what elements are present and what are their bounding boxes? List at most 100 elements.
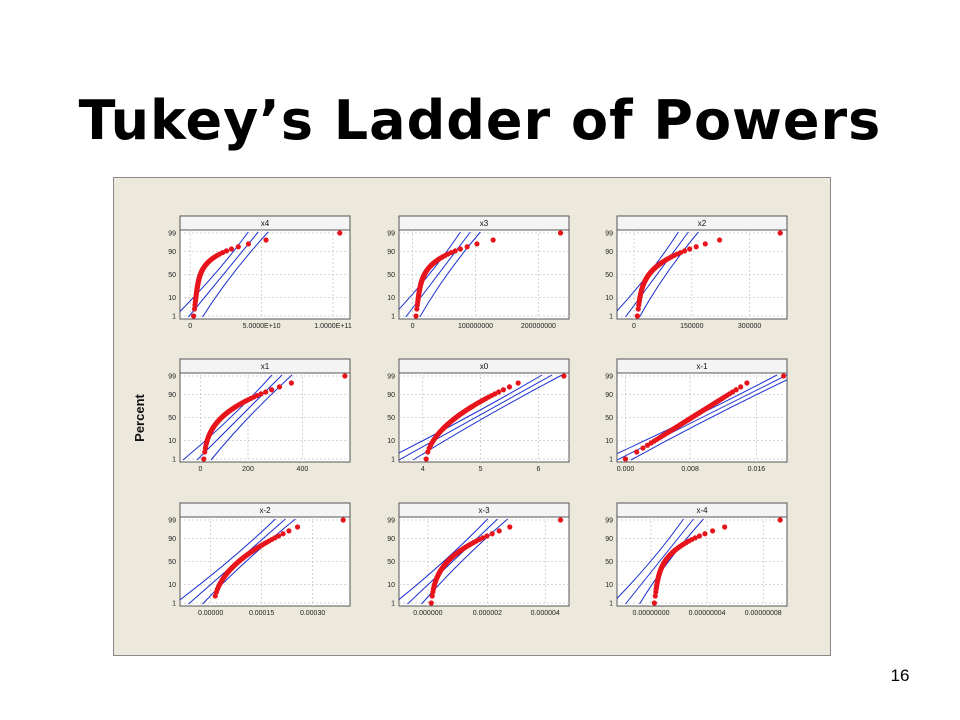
data-point [717,237,723,243]
data-point [223,248,230,254]
data-point [777,517,783,523]
panel-frame [398,215,570,320]
data-point [457,246,463,252]
data-point [696,533,703,539]
fit-line [188,231,259,318]
y-tick-label: 50 [387,272,395,279]
y-tick-label: 50 [605,415,613,422]
panel-title: x4 [261,219,270,228]
y-tick-label: 50 [387,559,395,566]
data-point [276,384,283,390]
panel-header [616,502,788,518]
data-point [464,244,470,250]
data-point [452,248,458,254]
plot-panel-x-4: x-4 1 10 50 90 99 0.00000000 0.00000004 0.000000… [605,502,788,617]
panel-header [398,502,570,518]
plot-panel-x-2: x-2 1 10 50 90 99 0.00000 0.00015 0.00030 [114,502,351,617]
x-tick-label: 200000000 [521,323,556,330]
panel-plot-area [399,230,564,319]
y-tick-label: 10 [605,295,613,302]
y-tick-label: 90 [387,392,395,399]
plot-panel-x-1: x-1 1 10 50 90 99 0.000 0.008 0.016 [605,358,788,473]
data-point [413,313,419,319]
y-tick-label: 1 [391,457,395,464]
data-point [781,373,787,379]
fit-line [399,374,553,461]
y-tick-label: 50 [605,559,613,566]
x-tick-label: 0.00000004 [689,610,726,617]
data-point [114,600,117,605]
plot-panel-x3: x3 1 10 50 90 99 0 100000000 200000000 [387,215,570,330]
panel-frame [616,502,788,607]
confidence-band-upper [210,374,293,461]
data-point [254,392,260,399]
panel-title: x1 [261,362,270,371]
data-point [342,373,348,379]
y-tick-label: 99 [605,518,613,525]
x-tick-label: 400 [297,466,309,473]
panel-plot-area [182,373,348,462]
data-point [202,449,208,455]
panel-title: x-4 [696,506,708,515]
confidence-band-upper [202,231,269,318]
data-point [622,456,629,462]
data-point [490,237,496,243]
plot-panel-x1: x1 1 10 50 90 99 0 200 400 [168,358,351,473]
data-point [258,391,264,397]
panel-frame [179,502,351,607]
panel-header [179,215,351,231]
y-tick-label: 90 [168,249,176,256]
y-tick-label: 10 [387,438,395,445]
data-point [640,445,646,451]
data-point [702,241,708,247]
data-point [557,230,564,236]
data-point [722,524,728,530]
panel-plot-area [114,517,346,605]
fit-line [196,374,283,461]
x-tick-label: 0 [198,466,202,473]
data-point [190,313,197,319]
data-point [515,380,521,386]
data-point [702,531,708,537]
y-tick-label: 1 [609,314,613,321]
y-tick-label: 10 [605,438,613,445]
y-tick-label: 99 [168,231,176,238]
confidence-band-lower [617,518,684,600]
panel-header [179,502,351,518]
x-tick-label: 150000 [680,323,703,330]
panel-title: x2 [698,219,707,228]
panel-header [398,358,570,374]
data-point [191,306,198,312]
plot-panel-x-3: x-3 1 10 50 90 99 0.000000 0.000002 0.000004 [387,502,570,617]
data-point [428,600,434,606]
x-tick-label: 200 [242,466,254,473]
confidence-band-lower [180,518,276,601]
data-point [474,241,480,247]
x-tick-label: 0.00000 [198,610,223,617]
data-point [489,531,495,537]
data-point [448,249,454,256]
data-point [484,533,490,539]
data-point [294,524,301,530]
confidence-band-upper [421,518,508,605]
data-point [651,600,657,606]
panel-title: x-1 [696,362,708,371]
y-tick-label: 1 [172,601,176,608]
confidence-band-lower [399,518,488,601]
x-tick-label: 0.00000008 [745,610,782,617]
data-point [280,531,286,537]
y-tick-label: 10 [168,438,176,445]
data-point [423,456,429,462]
data-point [245,241,252,247]
y-tick-label: 99 [168,518,176,525]
data-point [693,244,699,250]
panel-header [616,358,788,374]
data-point [212,593,218,599]
x-tick-label: 0 [632,323,636,330]
x-tick-label: 0.00000000 [633,610,670,617]
y-tick-label: 90 [605,536,613,543]
panel-plot-area [180,230,343,319]
y-tick-label: 99 [605,374,613,381]
confidence-band-upper [419,231,481,318]
